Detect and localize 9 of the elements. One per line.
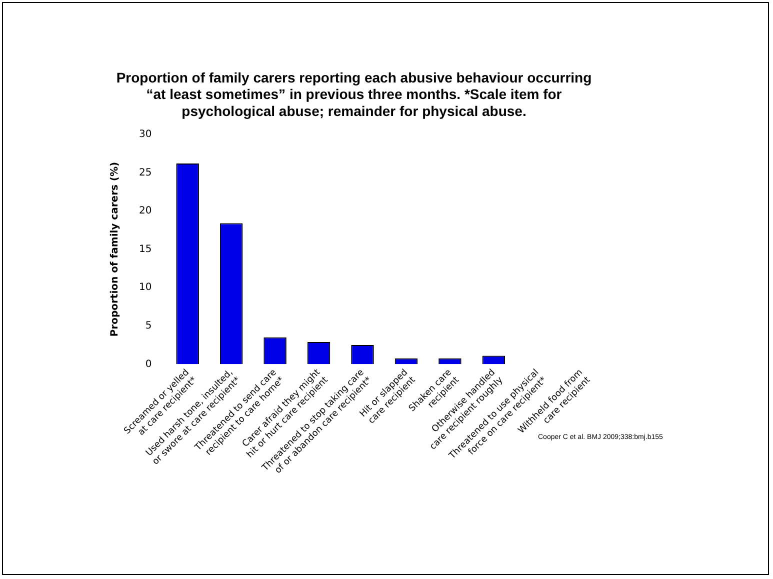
y-tick-label: 15 bbox=[138, 244, 152, 255]
y-tick-label: 25 bbox=[138, 167, 152, 178]
chart-title: Proportion of family carers reporting each abusive behaviour occurring “at least sometimes” in previous three months. *Scale item for psychological abuse; remainder for physical abuse. bbox=[116, 69, 592, 119]
y-axis-title: Proportion of family carers (%) bbox=[110, 162, 121, 337]
y-tick-label: 0 bbox=[145, 358, 152, 370]
y-tick-label: 20 bbox=[138, 206, 152, 217]
y-tick-label: 5 bbox=[145, 320, 152, 332]
y-tick-label: 10 bbox=[138, 282, 152, 294]
y-tick-label: 30 bbox=[138, 128, 152, 140]
